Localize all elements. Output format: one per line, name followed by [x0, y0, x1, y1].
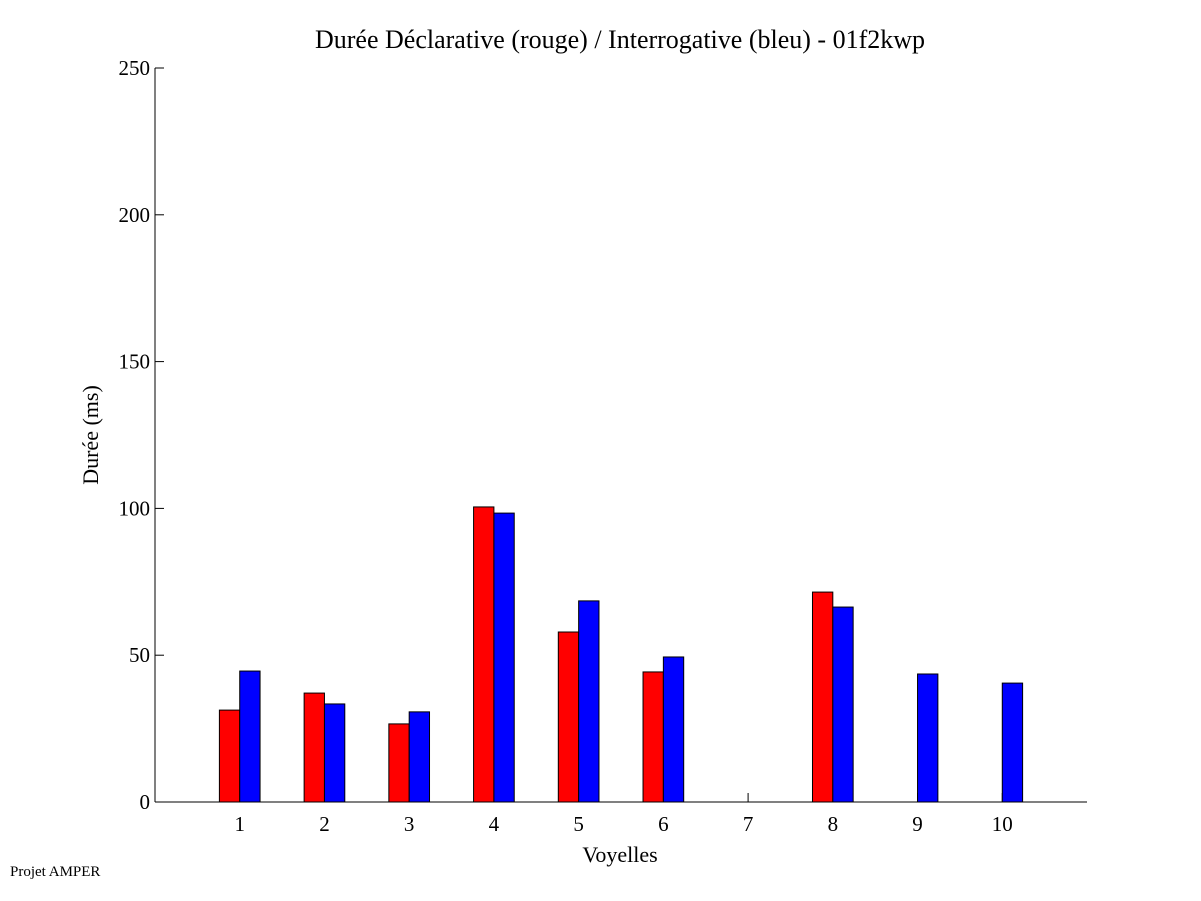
- y-tick-label: 150: [119, 350, 151, 374]
- x-tick-label: 6: [658, 812, 669, 836]
- x-tick-label: 2: [319, 812, 330, 836]
- y-tick-label: 0: [140, 790, 151, 814]
- bar-declarative-2: [303, 692, 325, 803]
- x-tick-label: 1: [234, 812, 245, 836]
- bar-interrogative-5: [578, 600, 600, 803]
- x-tick-label: 10: [992, 812, 1013, 836]
- bar-interrogative-2: [323, 703, 346, 803]
- y-axis-label: Durée (ms): [78, 385, 103, 485]
- footer-label: Projet AMPER: [10, 864, 101, 880]
- bar-interrogative-8: [832, 606, 854, 803]
- bar-interrogative-1: [239, 670, 261, 803]
- x-tick-label: 3: [404, 812, 415, 836]
- y-tick-label: 250: [119, 56, 151, 80]
- bar-interrogative-4: [493, 512, 515, 803]
- bar-declarative-1: [218, 709, 241, 803]
- x-tick-label: 4: [489, 812, 500, 836]
- bar-declarative-3: [388, 723, 410, 803]
- bar-interrogative-9: [917, 673, 939, 803]
- y-tick-label: 100: [119, 496, 151, 520]
- bar-interrogative-10: [1001, 682, 1024, 803]
- bar-declarative-8: [811, 591, 834, 803]
- bar-declarative-5: [557, 631, 580, 803]
- x-tick-label: 8: [828, 812, 839, 836]
- bar-declarative-6: [642, 671, 664, 803]
- bar-interrogative-6: [662, 656, 685, 803]
- y-tick-label: 200: [119, 203, 151, 227]
- x-tick-label: 5: [573, 812, 584, 836]
- y-tick-label: 50: [129, 643, 150, 667]
- bar-declarative-4: [473, 506, 495, 803]
- x-axis-label: Voyelles: [582, 842, 657, 867]
- bar-interrogative-3: [408, 711, 431, 803]
- x-tick-label: 9: [912, 812, 923, 836]
- chart-title: Durée Déclarative (rouge) / Interrogativ…: [315, 25, 925, 54]
- x-tick-label: 7: [743, 812, 754, 836]
